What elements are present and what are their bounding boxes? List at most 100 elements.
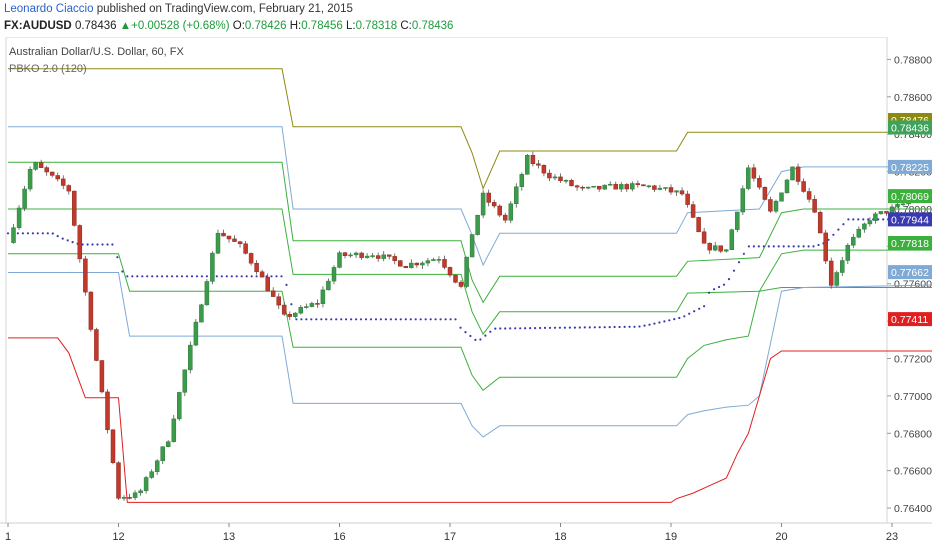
y-tick-label: 0.78600: [894, 92, 932, 104]
indicator-dot: [399, 318, 402, 321]
indicator-dot: [225, 275, 228, 278]
indicator-line-upper2: [8, 68, 932, 190]
chart-legend-title: Australian Dollar/U.S. Dollar, 60, FX: [9, 46, 184, 58]
candle-body: [199, 304, 204, 323]
indicator-dot: [837, 228, 840, 231]
indicator-dot: [220, 275, 223, 278]
indicator-dot: [797, 245, 800, 248]
candle-body: [149, 471, 154, 478]
price-label-box: [888, 159, 932, 174]
candle-body: [458, 281, 464, 287]
indicator-dot: [722, 283, 726, 286]
indicator-dot: [802, 245, 805, 248]
indicator-dot: [459, 326, 462, 329]
x-tick-label: 20: [775, 531, 787, 543]
indicator-dot: [156, 275, 159, 278]
y-tick-label: 0.76800: [894, 428, 932, 440]
candle-body: [210, 252, 215, 282]
indicator-dot: [747, 245, 751, 248]
candle-body: [856, 228, 862, 238]
candle-body: [668, 187, 674, 193]
candle-body: [132, 492, 138, 498]
indicator-dot: [543, 326, 547, 329]
candle-body: [431, 259, 436, 261]
indicator-dot: [698, 307, 701, 310]
price-label-box: [888, 189, 932, 204]
indicator-dot: [529, 327, 532, 330]
candle-body: [862, 223, 867, 230]
candle-body: [779, 192, 784, 202]
candle-body: [453, 274, 458, 283]
published-text: published on TradingView.com, February 2…: [96, 3, 353, 15]
candle-body: [657, 187, 663, 190]
candle-body: [99, 360, 105, 393]
indicator-dot: [205, 275, 208, 278]
price-chart[interactable]: 1 12 13 16 17 18 19 20 230.788000.786000.784000.…: [0, 37, 932, 550]
price-label-text: 0.78436: [891, 123, 929, 135]
indicator-dot: [842, 223, 845, 226]
indicator-dot: [270, 275, 273, 278]
candle-body: [591, 185, 596, 188]
candle-body: [674, 190, 679, 193]
candle-body: [188, 344, 193, 371]
candle-body: [707, 243, 712, 251]
candle-body: [491, 202, 497, 207]
indicator-dot: [434, 318, 437, 321]
indicator-dot: [578, 326, 581, 329]
indicator-dot: [235, 275, 238, 278]
author-link[interactable]: Leonardo Ciaccio: [4, 3, 94, 15]
candle-body: [547, 172, 552, 179]
candle-body: [630, 183, 635, 190]
candle-body: [237, 241, 243, 244]
indicator-dot: [882, 218, 885, 221]
candle-body: [751, 167, 757, 179]
candle-body: [502, 214, 508, 221]
candle-body: [386, 254, 392, 257]
candle-body: [425, 260, 431, 264]
indicator-dot: [464, 331, 467, 334]
candle-body: [436, 259, 442, 261]
indicator-dot: [668, 319, 671, 322]
candle-body: [613, 183, 618, 190]
indicator-dot: [56, 235, 59, 238]
high-label: H:: [289, 20, 302, 32]
last-price: 0.78436: [74, 20, 117, 32]
indicator-dot: [628, 325, 631, 328]
chart-frame[interactable]: 1 12 13 16 17 18 19 20 23 0.78800 0.78600 0.78400 0.…: [0, 37, 932, 550]
indicator-dot: [359, 318, 363, 321]
candle-body: [398, 260, 403, 267]
indicator-dot: [31, 232, 34, 235]
x-tick-label: 13: [223, 531, 235, 543]
high-value: 0.78456: [301, 20, 343, 32]
indicator-dot: [136, 275, 139, 278]
candle-body: [519, 174, 525, 187]
chart-legend-indicator[interactable]: PBKO 2.0 (120): [9, 63, 87, 75]
indicator-dot: [852, 218, 855, 221]
candle-body: [66, 185, 72, 192]
indicator-dot: [727, 278, 731, 281]
indicator-dot: [608, 326, 611, 329]
indicator-dot: [573, 326, 577, 329]
indicator-dot: [315, 318, 318, 321]
indicator-dot: [623, 325, 626, 328]
indicator-dot: [867, 218, 870, 221]
indicator-dot: [862, 218, 865, 221]
indicator-dot: [454, 318, 457, 321]
candle-body: [469, 234, 475, 258]
candle-body: [259, 271, 265, 278]
indicator-dot: [176, 275, 179, 278]
indicator-dot: [752, 245, 756, 248]
candle-body: [790, 166, 795, 181]
candle-body: [309, 303, 315, 307]
indicator-dot: [404, 318, 407, 321]
candle-body: [536, 163, 541, 166]
indicator-dot: [409, 318, 412, 321]
symbol[interactable]: FX:AUDUSD: [4, 20, 72, 32]
indicator-dot: [449, 318, 452, 321]
indicator-dot: [598, 326, 601, 329]
candle-body: [845, 244, 851, 261]
indicator-dot: [171, 275, 174, 278]
candle-body: [353, 252, 359, 256]
candle-body: [740, 188, 746, 213]
price-label-text: 0.77818: [891, 238, 929, 250]
